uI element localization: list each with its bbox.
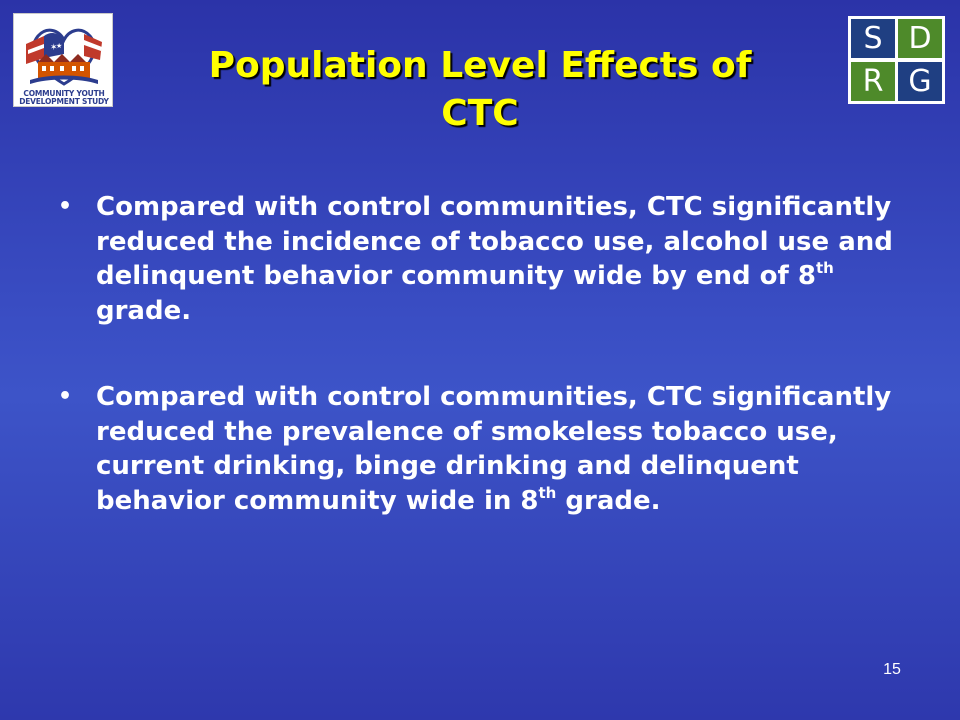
bullet-marker: • <box>58 384 73 409</box>
slide-title: Population Level Effects of CTC <box>150 42 810 138</box>
cyds-logo-graphic: ✶ ★ <box>26 28 102 86</box>
bullet-text-end: grade. <box>556 485 661 516</box>
svg-text:✶: ✶ <box>50 43 58 53</box>
bullet-superscript: th <box>538 483 557 502</box>
bullet-list: • Compared with control communities, CTC… <box>58 190 918 518</box>
bullet-text-end: grade. <box>96 295 192 326</box>
bullet-item: • Compared with control communities, CTC… <box>58 190 918 328</box>
bullet-marker: • <box>58 194 73 219</box>
sdrg-logo-cell-s: S <box>851 19 895 58</box>
cyds-logo-caption-line1: COMMUNITY YOUTH <box>23 89 105 98</box>
page-number: 15 <box>883 661 901 678</box>
bullet-item: • Compared with control communities, CTC… <box>58 380 918 518</box>
sdrg-logo: S D R G <box>848 16 945 104</box>
cyds-logo: ✶ ★ COMMUNITY YOUTH DEVELOPMENT STUDY <box>13 13 113 107</box>
sdrg-logo-cell-g: G <box>898 62 942 101</box>
slide-title-line1: Population Level Effects of <box>208 45 752 86</box>
sdrg-logo-cell-r: R <box>851 62 895 101</box>
svg-text:★: ★ <box>56 42 62 50</box>
bullet-text: Compared with control communities, CTC s… <box>96 382 892 516</box>
bullet-superscript: th <box>816 259 834 277</box>
cyds-logo-caption-line2: DEVELOPMENT STUDY <box>19 97 109 106</box>
sdrg-logo-cell-d: D <box>898 19 942 58</box>
bullet-text: Compared with control communities, CTC s… <box>96 192 893 291</box>
slide-title-line2: CTC <box>441 93 519 134</box>
